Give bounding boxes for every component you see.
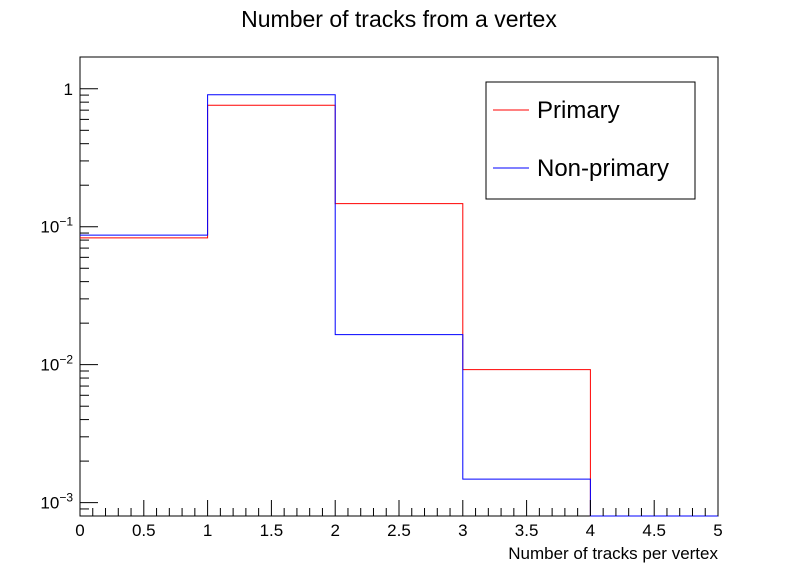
y-tick-label: 10−2 xyxy=(40,353,73,375)
legend-box xyxy=(485,81,696,200)
series-line-non-primary xyxy=(80,94,718,517)
y-axis-ticks: 1 10−1 10−2 10−3 xyxy=(40,80,98,517)
x-tick-label: 0 xyxy=(75,521,84,540)
x-axis-label: Number of tracks per vertex xyxy=(508,544,718,563)
series-layer xyxy=(80,94,718,517)
legend: Primary Non-primary xyxy=(485,81,696,200)
x-tick-label: 2.5 xyxy=(387,521,411,540)
x-tick-label: 1.5 xyxy=(260,521,284,540)
x-tick-label: 1 xyxy=(203,521,212,540)
x-tick-label: 2 xyxy=(330,521,339,540)
legend-label-non-primary: Non-primary xyxy=(537,155,669,182)
x-tick-label: 4.5 xyxy=(642,521,666,540)
x-tick-label: 3 xyxy=(458,521,467,540)
legend-label-primary: Primary xyxy=(537,97,620,124)
chart-title: Number of tracks from a vertex xyxy=(241,6,557,32)
y-tick-label: 10−3 xyxy=(40,491,73,513)
x-axis-ticks: 0 0.5 1 1.5 2 2.5 3 3.5 4 4.5 5 xyxy=(75,500,723,540)
x-tick-label: 0.5 xyxy=(132,521,156,540)
y-tick-label: 1 xyxy=(64,80,73,99)
y-tick-label: 10−1 xyxy=(40,215,73,237)
x-tick-label: 3.5 xyxy=(515,521,539,540)
x-tick-label: 5 xyxy=(713,521,722,540)
x-tick-label: 4 xyxy=(586,521,595,540)
